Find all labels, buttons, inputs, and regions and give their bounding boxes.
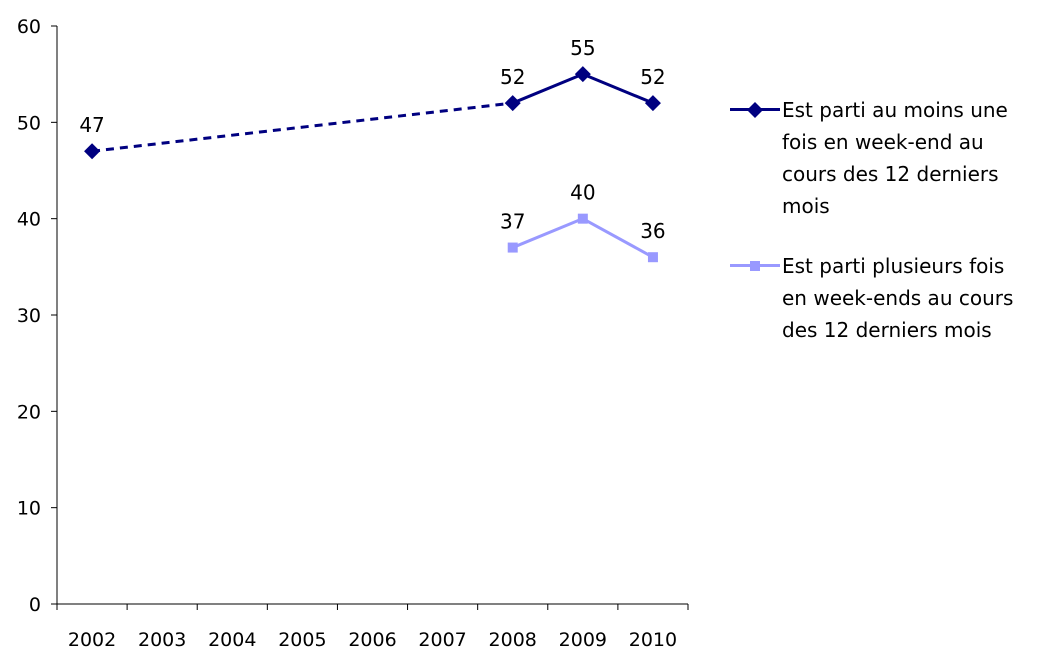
y-tick-label: 10 (17, 498, 41, 520)
y-tick-label: 0 (29, 594, 41, 616)
series-1-point (504, 95, 521, 112)
series-2-segment (582, 217, 654, 259)
series-1-segment (512, 72, 584, 105)
x-tick-label: 2006 (348, 629, 396, 649)
x-tick-label: 2005 (278, 629, 326, 649)
data-label: 36 (640, 219, 665, 243)
y-tick-label: 20 (17, 401, 41, 423)
tick-labels: 0 10 20 30 40 50 60 2002 2003 2004 2005 2006 2007 200… (17, 16, 677, 649)
series-1-point (574, 66, 591, 83)
legend-label-series-2: Est parti plusieurs fois en week-ends au… (782, 254, 1014, 342)
legend-item-series-2: Est parti plusieurs fois en week-ends au… (730, 250, 1030, 346)
y-tick-label: 30 (17, 305, 41, 327)
series-2-point (577, 213, 588, 224)
y-tick-label: 50 (17, 112, 41, 134)
diamond-marker-icon (747, 102, 763, 118)
x-tick-label: 2004 (208, 629, 256, 649)
series-layer (84, 66, 661, 263)
axes (51, 25, 689, 610)
data-label: 55 (570, 36, 595, 60)
x-tick-label: 2003 (138, 629, 186, 649)
series-1-point (644, 95, 661, 112)
x-tick-label: 2010 (629, 629, 677, 649)
x-tick-label: 2009 (559, 629, 607, 649)
x-tick-label: 2008 (489, 629, 537, 649)
square-marker-icon (750, 261, 760, 271)
legend: Est parti au moins une fois en week-end … (730, 94, 1030, 374)
x-tick-label: 2002 (68, 629, 116, 649)
y-tick-label: 40 (17, 209, 41, 231)
series-1-segment (582, 72, 654, 105)
data-label: 37 (500, 210, 525, 234)
y-tick-label: 60 (17, 16, 41, 38)
legend-label-series-1: Est parti au moins une fois en week-end … (782, 98, 1008, 218)
series-1-point (84, 143, 101, 160)
legend-item-series-1: Est parti au moins une fois en week-end … (730, 94, 1030, 222)
series-2-point (647, 252, 658, 263)
series-2-segment (512, 217, 584, 249)
series-2-point (507, 242, 518, 253)
series-1-segment (91, 101, 513, 153)
data-label: 47 (79, 113, 104, 137)
x-tick-label: 2007 (418, 629, 466, 649)
data-label: 52 (640, 65, 665, 89)
data-label: 40 (570, 181, 595, 205)
data-labels: 47 52 55 52 37 40 36 (79, 36, 665, 243)
data-label: 52 (500, 65, 525, 89)
